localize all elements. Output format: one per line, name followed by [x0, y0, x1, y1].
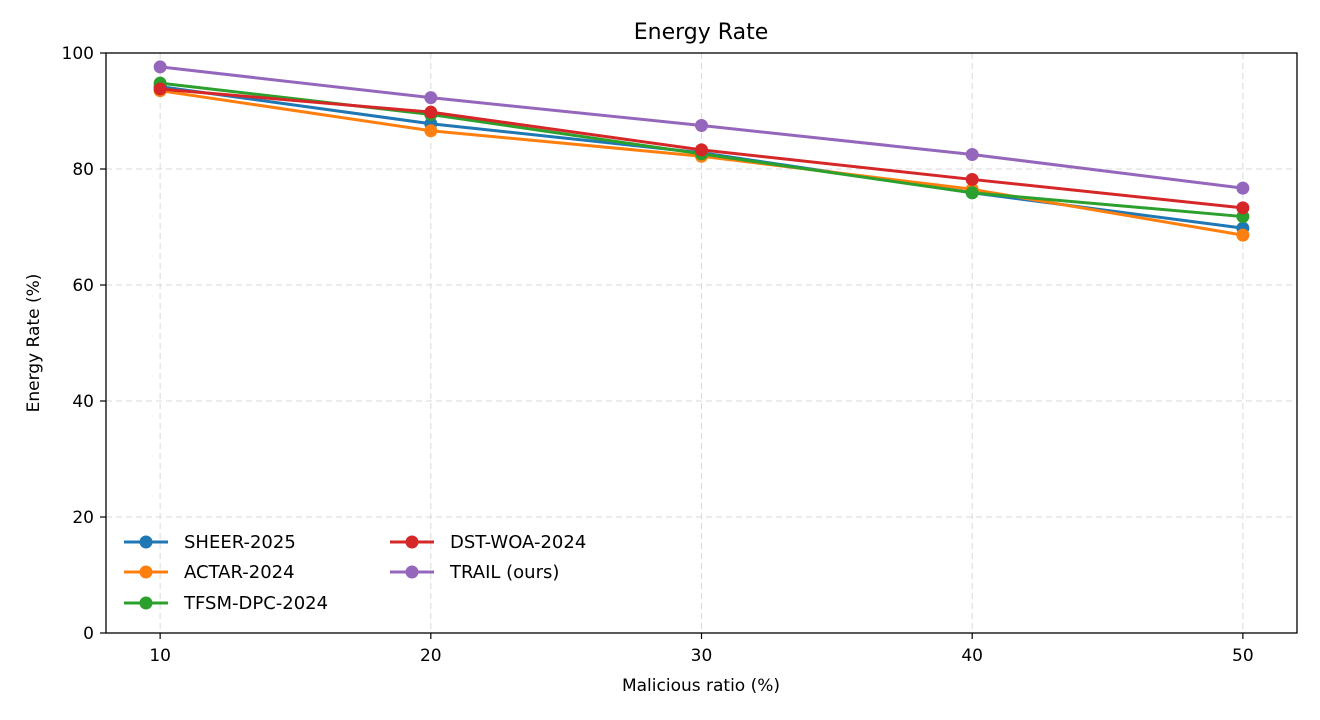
x-tick-label: 40 — [961, 646, 983, 666]
series-trail-ours — [153, 60, 1250, 195]
legend-swatch-marker — [405, 535, 419, 549]
legend-entry: TFSM-DPC-2024 — [124, 593, 328, 614]
data-point — [695, 143, 708, 157]
chart-title: Energy Rate — [634, 20, 768, 45]
series-layer — [153, 60, 1250, 242]
data-point — [1236, 181, 1250, 195]
data-point — [424, 91, 438, 105]
legend-label: TFSM-DPC-2024 — [183, 593, 328, 614]
data-point — [153, 60, 167, 74]
y-tick-label: 0 — [83, 624, 94, 644]
data-point — [965, 172, 979, 186]
x-tick-label: 50 — [1232, 646, 1254, 666]
data-point — [965, 148, 979, 161]
legend-label: DST-WOA-2024 — [450, 532, 586, 553]
data-point — [424, 124, 438, 138]
x-tick-label: 20 — [420, 646, 442, 666]
data-point — [1236, 228, 1250, 242]
data-point — [153, 82, 167, 96]
ticks: 10 20 30 40 50 0 20 40 60 80 100 — [62, 44, 1254, 666]
x-axis-label: Malicious ratio (%) — [622, 676, 780, 696]
data-point — [1236, 201, 1250, 215]
y-tick-label: 100 — [62, 44, 94, 64]
data-point — [695, 119, 708, 132]
y-tick-label: 80 — [72, 160, 94, 180]
legend-entry: TRAIL (ours) — [390, 562, 559, 583]
y-tick-label: 60 — [72, 276, 94, 296]
legend-swatch-marker — [405, 565, 419, 579]
legend-entry: ACTAR-2024 — [124, 562, 295, 583]
data-point — [424, 105, 438, 119]
legend-swatch-marker — [139, 535, 153, 549]
series-dst-woa-2024 — [153, 82, 1250, 215]
legend-label: SHEER-2025 — [184, 532, 296, 553]
legend-entry: DST-WOA-2024 — [390, 532, 586, 553]
legend-label: ACTAR-2024 — [184, 562, 295, 583]
legend-swatch-marker — [139, 565, 153, 579]
x-tick-label: 10 — [149, 646, 171, 666]
data-point — [965, 186, 979, 200]
legend: SHEER-2025 ACTAR-2024 TFSM-DPC-2024 DST-WOA… — [124, 532, 586, 614]
y-tick-label: 20 — [72, 508, 94, 528]
y-axis-label: Energy Rate (%) — [24, 274, 44, 413]
legend-entry: SHEER-2025 — [124, 532, 296, 553]
legend-swatch-marker — [139, 596, 153, 610]
y-tick-label: 40 — [72, 392, 94, 412]
legend-label: TRAIL (ours) — [449, 562, 559, 583]
x-tick-label: 30 — [691, 646, 713, 666]
